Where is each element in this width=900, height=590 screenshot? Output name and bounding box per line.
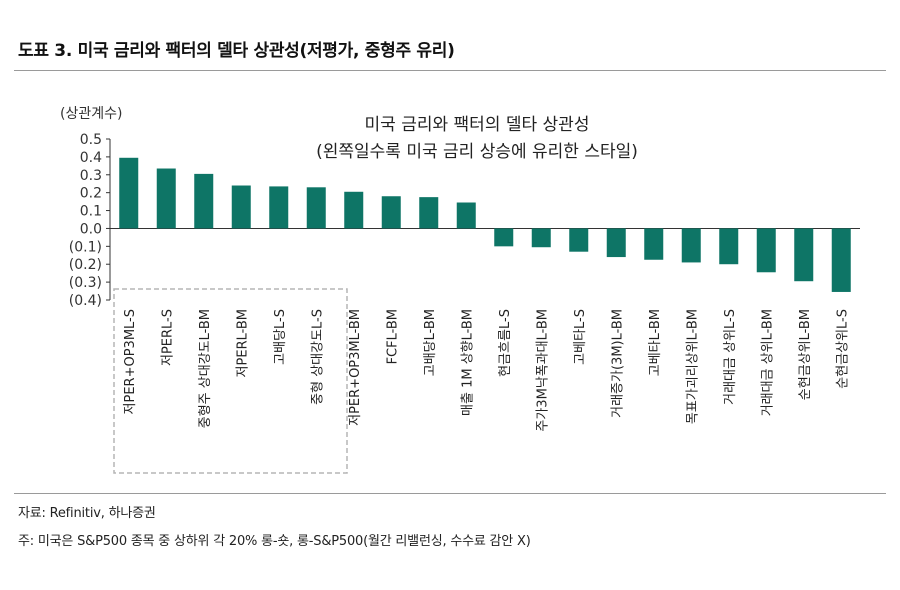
y-tick-label: 0.4 (80, 150, 102, 166)
x-tick-label: 고배당L-BM (423, 309, 438, 376)
bar (569, 228, 589, 252)
bar (156, 168, 176, 229)
bar (531, 228, 551, 248)
bar (719, 228, 739, 265)
bar (381, 196, 401, 229)
y-tick-label: (0.4) (69, 293, 102, 309)
x-tick-label: 목표가괴리상위L-BM (685, 309, 700, 424)
highlight-dashed-box (113, 288, 348, 474)
y-tick-label: (0.3) (69, 275, 102, 291)
bar (644, 228, 664, 260)
bar (419, 197, 439, 229)
x-tick-label: FCFL-BM (385, 309, 400, 364)
x-tick-label: 중형 상대강도L-S (310, 309, 325, 405)
methodology-note: 주: 미국은 S&P500 종목 중 상하위 각 20% 롱-숏, 롱-S&P5… (18, 534, 531, 549)
x-tick-label: 저PERL-S (160, 309, 175, 366)
x-tick-label: 거래대금 상위L-BM (760, 309, 775, 416)
y-tick-label: 0.5 (80, 132, 102, 148)
x-tick-label: 매출 1M 상향L-BM (460, 309, 475, 416)
x-tick-label: 고베타L-BM (648, 309, 663, 376)
bar (119, 157, 139, 229)
x-tick-label: 거래증가(3M)L-BM (610, 309, 625, 418)
chart-subtitle: (왼쪽일수록 미국 금리 상승에 유리한 스타일) (316, 142, 638, 162)
bar (269, 186, 289, 229)
bar (306, 187, 326, 229)
y-tick-label: (0.2) (69, 257, 102, 273)
x-tick-label: 저PER+OP3ML-S (123, 309, 138, 414)
y-tick-label: 0.3 (80, 168, 102, 184)
y-axis-label: (상관계수) (60, 106, 122, 122)
x-tick-label: 순현금상위L-BM (798, 309, 813, 400)
x-tick-label: 중형주 상대강도L-BM (198, 309, 213, 428)
bar (794, 228, 814, 282)
bottom-divider (14, 493, 886, 494)
top-divider (14, 70, 886, 71)
figure-title: 도표 3. 미국 금리와 팩터의 델타 상관성(저평가, 중형주 유리) (18, 41, 455, 61)
x-tick-label: 고베타L-S (573, 309, 588, 365)
x-tick-label: 주가3M낙폭과대L-BM (535, 309, 550, 432)
bar (194, 173, 214, 229)
bar (756, 228, 776, 273)
x-tick-label: 저PERL-BM (235, 309, 250, 377)
y-tick-label: 0.2 (80, 186, 102, 202)
x-tick-label: 현금흐름L-S (498, 309, 513, 377)
x-tick-label: 저PER+OP3ML-BM (348, 309, 363, 426)
x-tick-label: 거래대금 상위L-S (723, 309, 738, 405)
chart-title: 미국 금리와 팩터의 델타 상관성 (365, 115, 590, 135)
bar (606, 228, 626, 258)
x-tick-label: 순현금상위L-S (835, 309, 850, 389)
bar (456, 202, 476, 229)
source-note: 자료: Refinitiv, 하나증권 (18, 506, 156, 521)
y-tick-label: 0.0 (80, 221, 102, 237)
bar (681, 228, 701, 263)
y-tick-label: 0.1 (80, 204, 102, 220)
bar (344, 191, 364, 229)
y-tick-label: (0.1) (69, 239, 102, 255)
bar (494, 228, 514, 247)
x-tick-label: 고배당L-S (273, 309, 288, 365)
bar (831, 228, 851, 292)
bar (231, 185, 251, 229)
